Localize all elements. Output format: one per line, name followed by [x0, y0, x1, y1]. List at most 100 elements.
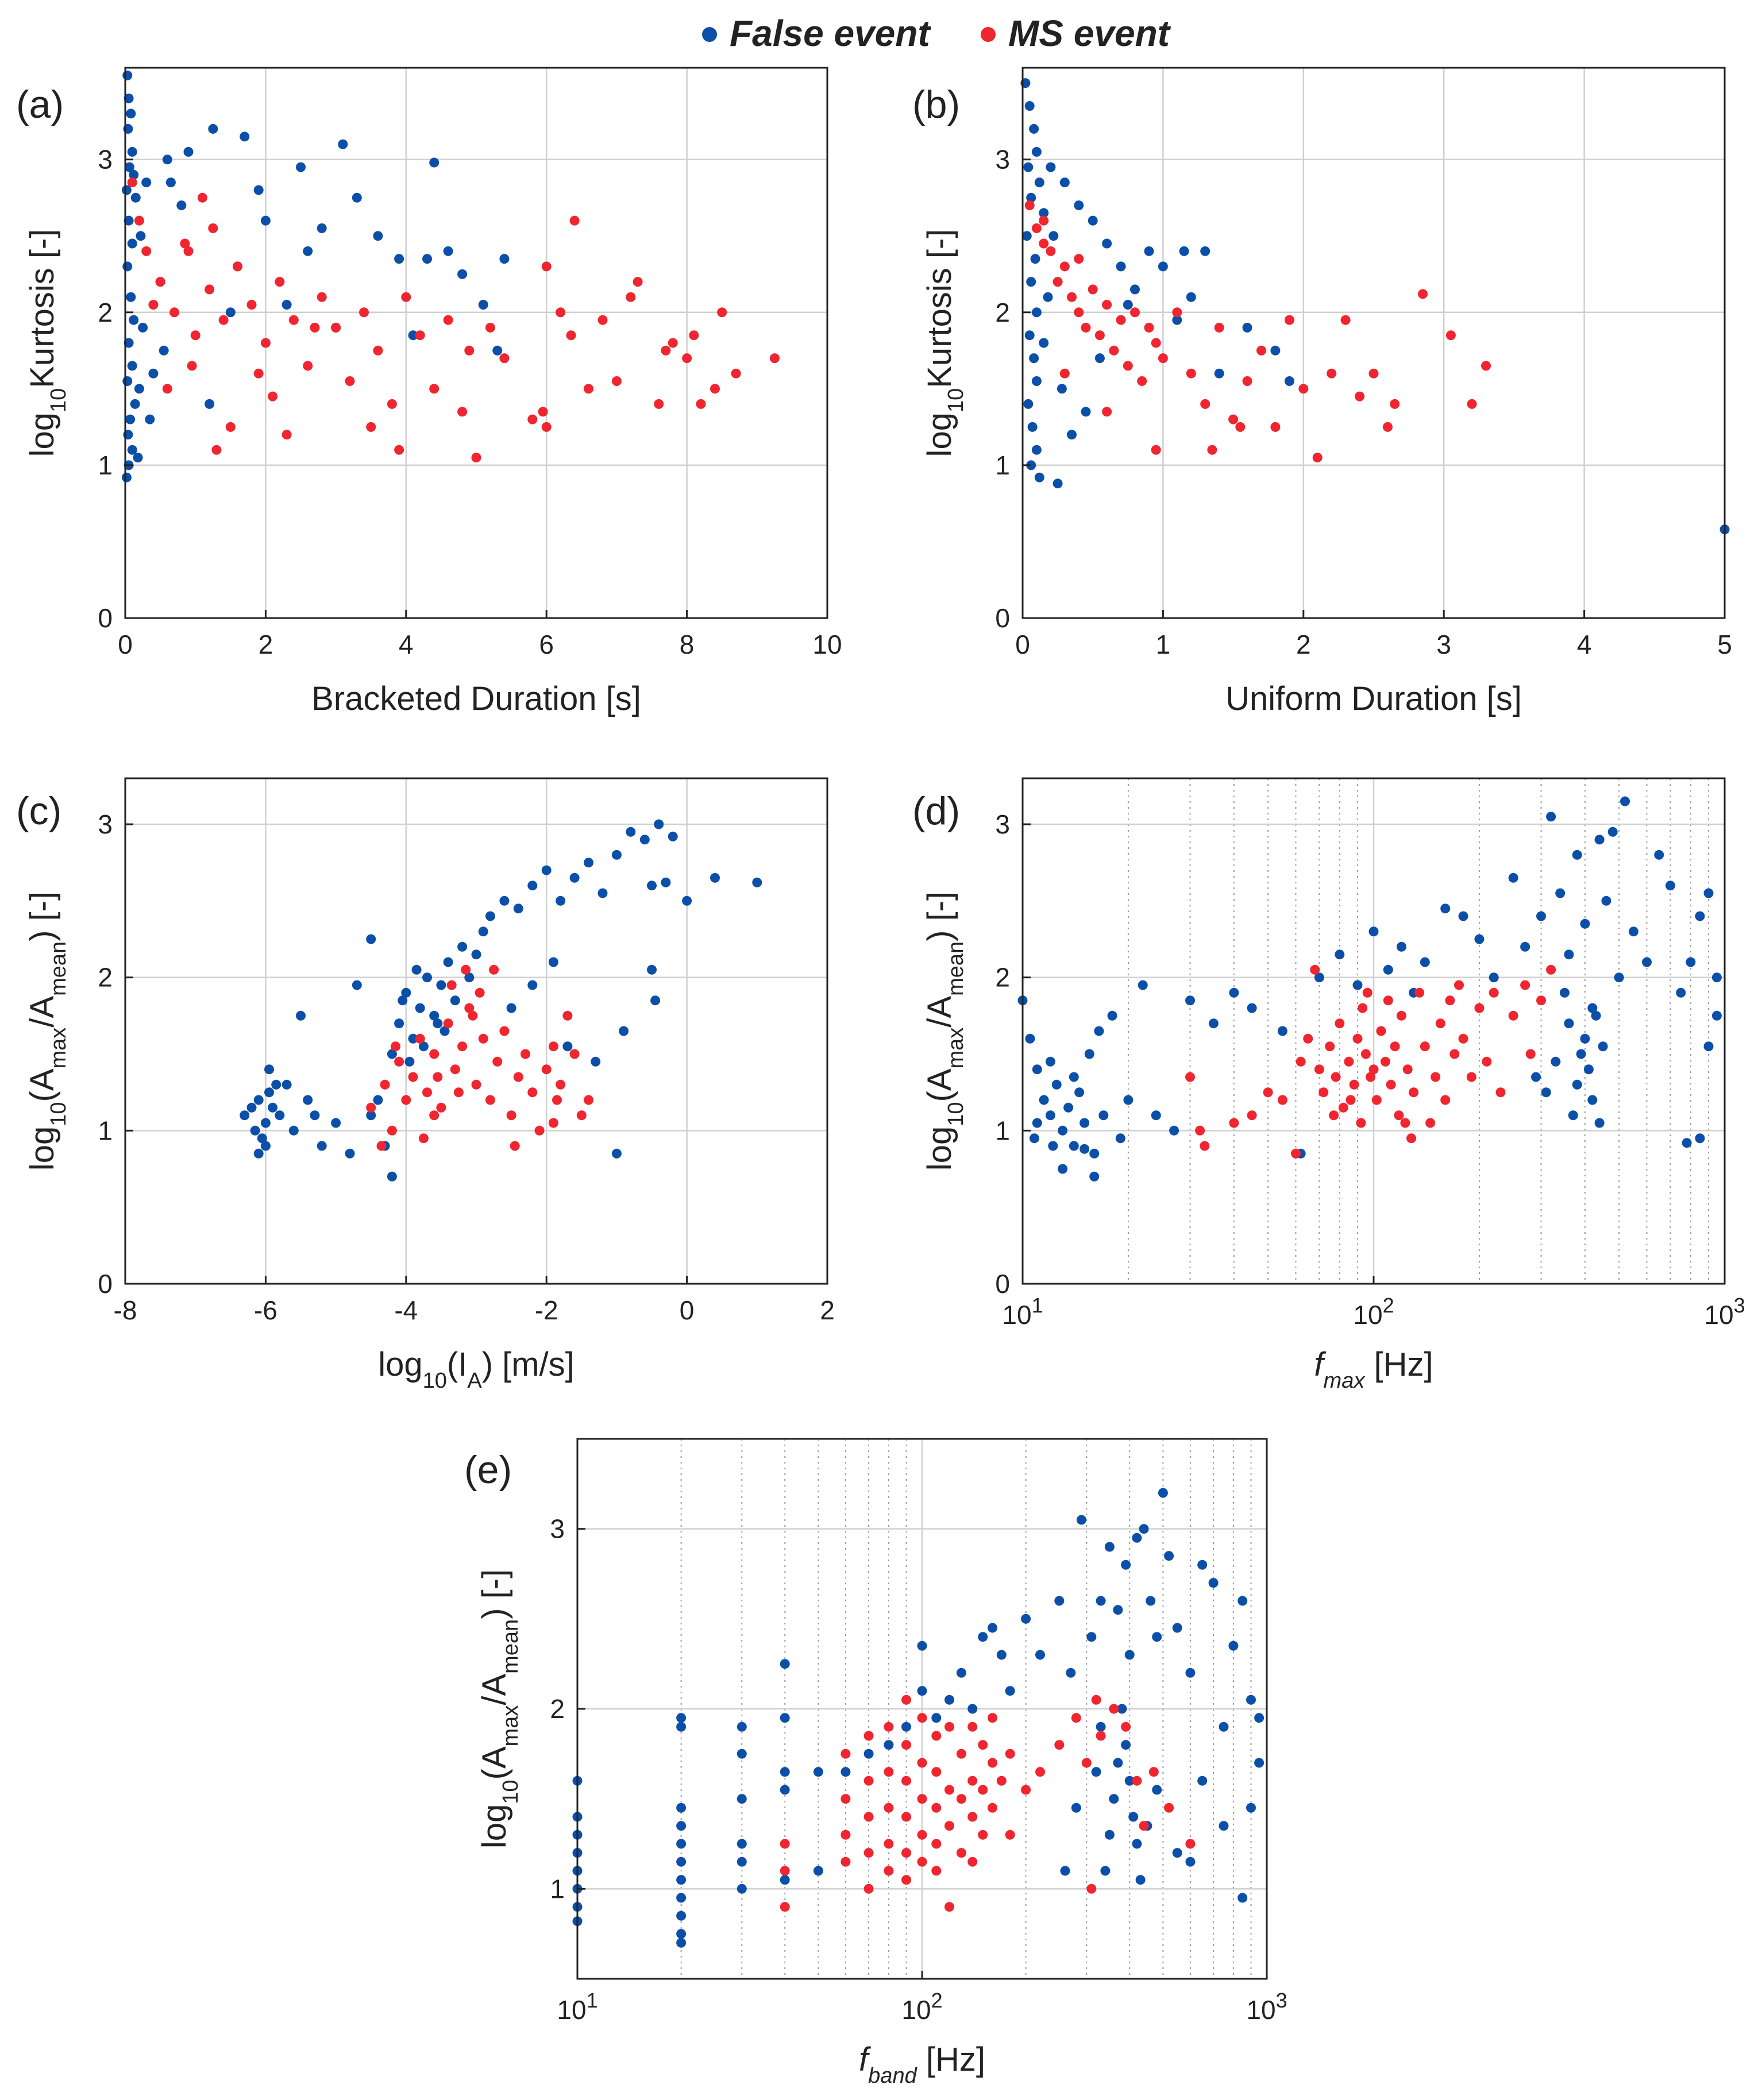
data-point [155, 277, 165, 287]
data-point [1242, 322, 1252, 333]
data-point [352, 192, 362, 203]
data-point [1601, 895, 1611, 906]
data-point [956, 1848, 966, 1858]
data-point [1208, 1578, 1219, 1588]
data-point [1024, 330, 1035, 341]
data-point [1164, 1802, 1174, 1813]
data-point [1043, 292, 1053, 302]
data-point [1314, 1064, 1324, 1075]
data-point [1564, 949, 1574, 960]
data-point [676, 1821, 687, 1831]
data-point [433, 1072, 443, 1082]
data-point [1531, 1072, 1541, 1082]
data-point [917, 1713, 927, 1723]
data-point [443, 957, 453, 967]
data-point [1152, 1632, 1162, 1642]
data-point [208, 223, 218, 233]
data-point [1172, 1848, 1182, 1858]
data-point [436, 1102, 446, 1113]
data-point [654, 399, 664, 409]
data-point [1186, 292, 1196, 302]
data-point [956, 1667, 966, 1678]
data-point [162, 384, 172, 394]
data-point [1440, 904, 1451, 914]
data-point [303, 1095, 313, 1105]
data-point [1053, 277, 1063, 287]
data-point [1247, 1110, 1257, 1121]
data-point [1069, 1141, 1079, 1151]
data-point [1338, 1102, 1348, 1113]
data-point [548, 957, 558, 967]
data-point [1246, 1802, 1256, 1813]
data-point [988, 1802, 997, 1813]
data-point [485, 322, 495, 333]
data-point [1069, 1072, 1079, 1082]
data-point [260, 338, 271, 348]
data-point [676, 1910, 687, 1921]
data-point [1247, 1003, 1257, 1013]
data-point [1096, 1596, 1106, 1606]
data-point [1318, 1087, 1329, 1098]
data-point [1482, 1056, 1492, 1067]
data-point [1115, 1133, 1125, 1144]
x-axis-title: Uniform Duration [s] [1225, 680, 1522, 717]
data-point [464, 972, 475, 983]
series-false-event [121, 70, 510, 482]
data-point [1089, 1171, 1100, 1182]
data-point [1029, 353, 1039, 364]
data-point [253, 1148, 264, 1159]
data-point [584, 384, 593, 394]
data-point [1113, 1605, 1123, 1615]
data-point [1495, 1087, 1506, 1098]
data-point [366, 1110, 376, 1121]
plot-frame [1021, 67, 1726, 619]
data-point [1676, 987, 1686, 998]
data-point [676, 1937, 687, 1948]
data-point [129, 169, 139, 180]
data-point [884, 1740, 894, 1750]
panel-b: 0 1 2 3 4 5 0 1 2 3 Uniform Duration [s] log10Kurto… [912, 67, 1732, 717]
data-point [884, 1866, 894, 1876]
data-point [668, 831, 678, 841]
data-point [478, 300, 488, 310]
data-point [1084, 1049, 1094, 1059]
data-point [1474, 934, 1485, 944]
data-point [1067, 430, 1077, 440]
data-point [1152, 1785, 1162, 1795]
y-tick-label: 0 [98, 1269, 113, 1299]
data-point [1277, 1026, 1287, 1036]
data-point [1349, 1079, 1359, 1090]
data-point [464, 345, 475, 356]
data-point [127, 177, 137, 188]
legend: False event MS event [702, 13, 1171, 54]
data-point [345, 376, 355, 386]
legend-ms-label: MS event [1008, 13, 1171, 54]
data-point [1151, 1110, 1161, 1121]
data-point [1508, 873, 1518, 883]
data-point [457, 941, 468, 952]
data-point [931, 1731, 942, 1741]
data-point [1200, 246, 1210, 256]
data-point [978, 1785, 988, 1795]
data-point [1335, 1018, 1345, 1029]
data-point [1048, 1141, 1058, 1151]
data-point [676, 1802, 687, 1813]
x-tick-label: 6 [539, 630, 554, 659]
data-point [260, 1118, 271, 1128]
panel-label: (b) [912, 83, 960, 126]
data-point [366, 422, 376, 432]
y-axis-title: log10(Amax/Amean) [-] [921, 891, 968, 1171]
data-point [1352, 980, 1363, 990]
data-point [1686, 957, 1696, 967]
x-tick-label: 4 [1577, 630, 1592, 659]
data-point [967, 1856, 978, 1867]
data-point [752, 877, 762, 887]
data-point [1394, 1110, 1404, 1121]
data-point [1665, 881, 1675, 891]
data-point [129, 315, 139, 325]
data-point [1431, 1072, 1441, 1082]
data-point [1172, 307, 1182, 318]
data-point [780, 1875, 790, 1885]
data-point [1546, 812, 1556, 822]
data-point [1449, 1049, 1460, 1059]
